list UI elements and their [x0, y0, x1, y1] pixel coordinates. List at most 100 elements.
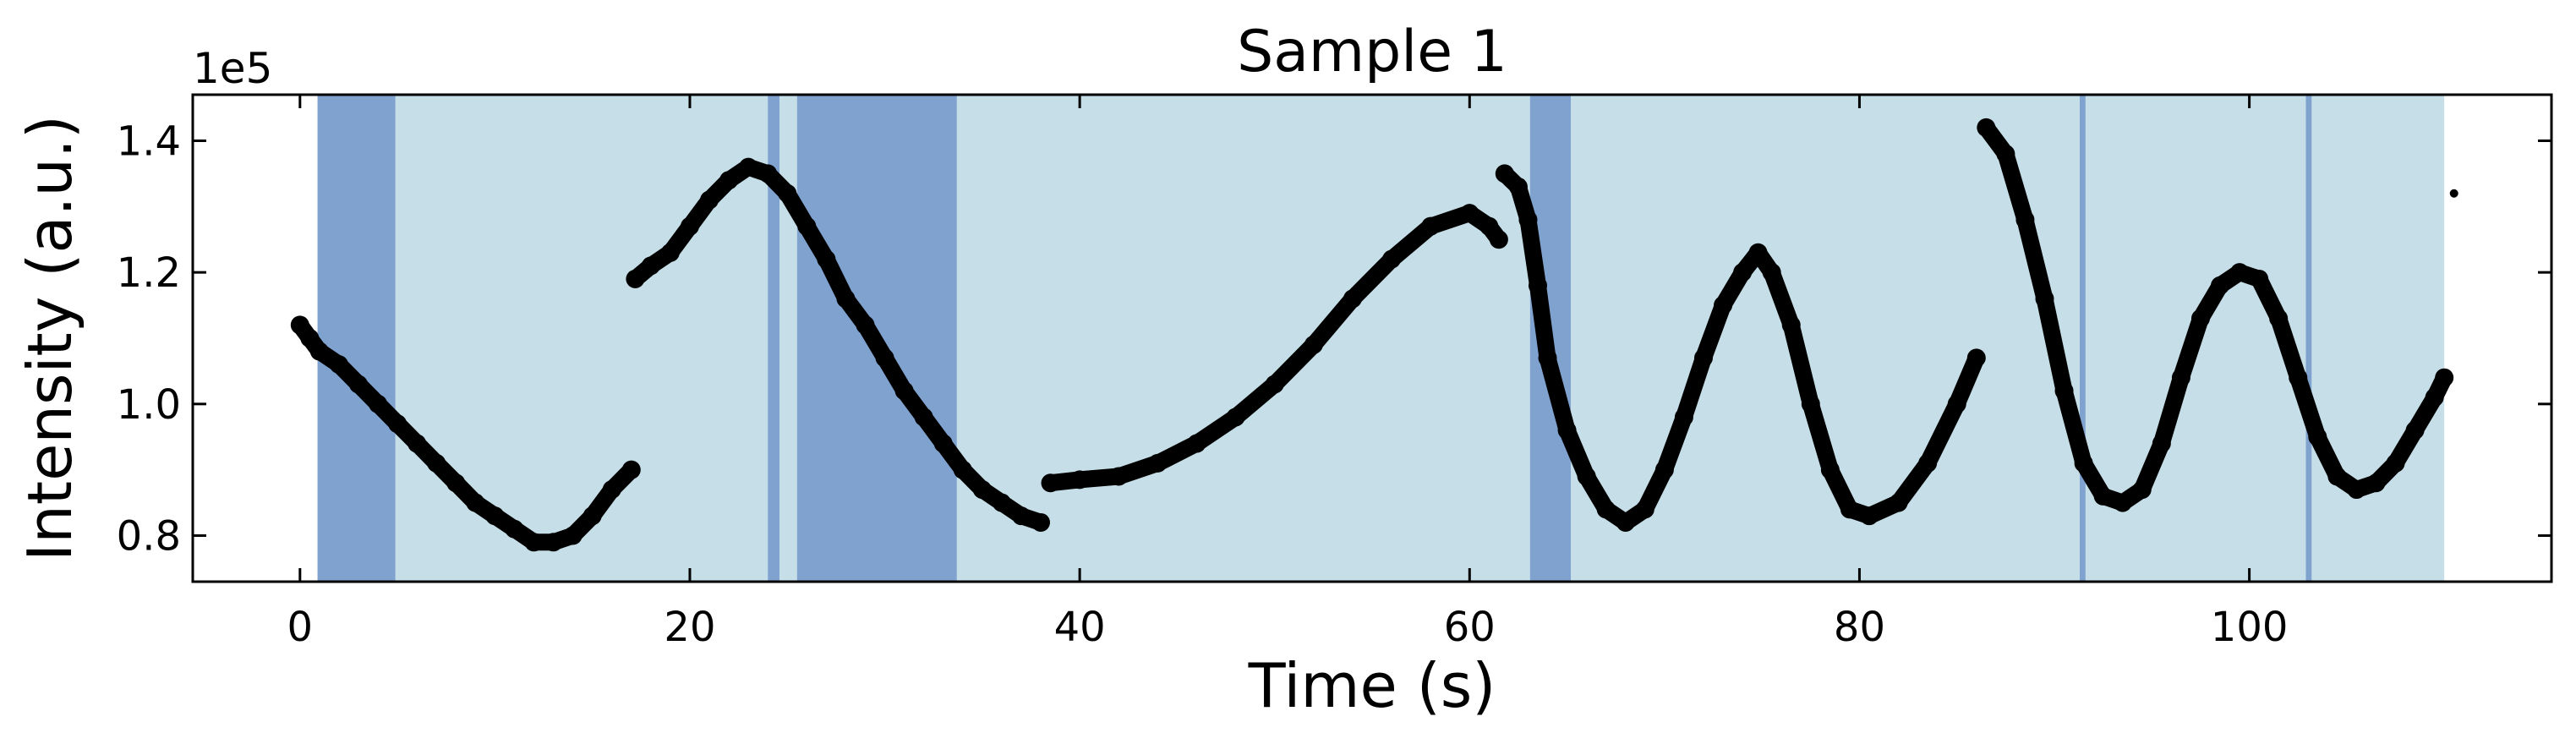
x-axis-label: Time (s): [1248, 650, 1496, 721]
data-point: [1508, 177, 1528, 196]
data-point: [1382, 249, 1402, 269]
x-tick-labels: 0 20 40 60 80 100: [287, 604, 2289, 651]
data-point: [1947, 394, 1966, 413]
data-point: [992, 493, 1011, 512]
x-tick-label: 0: [287, 604, 314, 651]
data-point: [1693, 348, 1713, 368]
data-point: [660, 243, 680, 262]
data-point: [1996, 145, 2015, 164]
data-point: [2074, 453, 2093, 473]
data-point: [2211, 276, 2230, 295]
data-point: [2449, 189, 2458, 198]
y-tick-label: 0.8: [117, 513, 181, 561]
data-point: [2327, 467, 2347, 486]
data-point: [1460, 204, 1479, 223]
data-point: [1031, 512, 1051, 532]
data-point: [894, 381, 914, 401]
background-bands: [317, 95, 2445, 582]
data-point: [1343, 289, 1362, 309]
data-point: [1635, 500, 1654, 519]
data-point: [602, 480, 621, 500]
data-point: [1781, 315, 1801, 335]
data-point: [466, 493, 485, 512]
band-light: [2311, 95, 2445, 582]
data-point: [1265, 375, 1284, 394]
data-point: [1733, 263, 1753, 282]
x-tick-label: 20: [664, 604, 715, 651]
data-point: [2171, 368, 2190, 387]
data-point: [1226, 408, 1245, 427]
data-point: [2054, 381, 2074, 401]
data-point: [2152, 434, 2171, 453]
data-point: [817, 249, 836, 269]
data-point: [1801, 394, 1820, 413]
data-point: [2015, 210, 2035, 229]
data-point: [680, 216, 699, 236]
data-point: [2425, 388, 2444, 408]
band-dark: [2305, 95, 2312, 582]
data-point: [1966, 348, 1986, 368]
data-point: [1762, 263, 1781, 282]
y-tick-label: 1.4: [117, 118, 181, 165]
data-point: [427, 453, 446, 473]
data-point: [778, 183, 797, 203]
data-point: [1977, 118, 1996, 137]
data-point: [1421, 216, 1441, 236]
data-point: [2386, 453, 2405, 473]
data-point: [1714, 296, 1733, 315]
data-point: [524, 533, 544, 552]
data-point: [836, 289, 856, 309]
data-point: [2190, 309, 2210, 328]
plot-frame: [191, 93, 2553, 583]
data-point: [621, 460, 641, 479]
data-point: [856, 315, 875, 335]
data-point: [797, 216, 817, 236]
data-point: [1518, 210, 1538, 229]
data-point: [329, 355, 348, 375]
y-axis-label: Intensity (a.u.): [14, 115, 85, 561]
data-point: [582, 506, 602, 526]
data-point: [369, 394, 388, 413]
data-point: [1557, 420, 1577, 440]
data-point: [1304, 335, 1323, 354]
data-point: [1820, 460, 1840, 479]
data-point: [485, 506, 505, 526]
band-dark: [768, 95, 780, 582]
data-point: [309, 342, 329, 361]
data-point: [1840, 500, 1859, 519]
data-point: [1748, 243, 1768, 262]
data-point: [1495, 164, 1514, 183]
data-point: [933, 434, 953, 453]
data-point: [1538, 348, 1557, 368]
data-point: [2132, 480, 2152, 500]
data-point: [700, 190, 719, 210]
x-tick-label: 60: [1444, 604, 1496, 651]
y-tick-label: 1.2: [117, 249, 181, 297]
data-point: [388, 414, 407, 434]
data-point: [2308, 427, 2327, 446]
axis-ticks: [193, 95, 2551, 582]
band-light: [956, 95, 1530, 582]
data-point: [1889, 493, 1908, 512]
data-point: [1528, 276, 1547, 295]
data-point: [1577, 467, 1596, 486]
data-point: [758, 164, 778, 183]
data-point: [544, 533, 563, 552]
y-tick-labels: 0.8 1.0 1.2 1.4: [117, 118, 181, 560]
data-point: [1616, 512, 1635, 532]
data-point: [2405, 420, 2425, 440]
band-light: [779, 95, 797, 582]
data-point: [1479, 216, 1499, 236]
data-point: [1596, 500, 1616, 519]
data-point: [2289, 368, 2308, 387]
data-point: [914, 408, 933, 427]
data-point: [1070, 470, 1090, 490]
data-point: [719, 171, 739, 190]
data-point: [2113, 493, 2132, 512]
data-point: [1674, 408, 1693, 427]
data-point: [1148, 453, 1168, 473]
data-point: [2035, 289, 2054, 309]
data-point: [972, 480, 992, 500]
data-point: [1041, 473, 1060, 493]
